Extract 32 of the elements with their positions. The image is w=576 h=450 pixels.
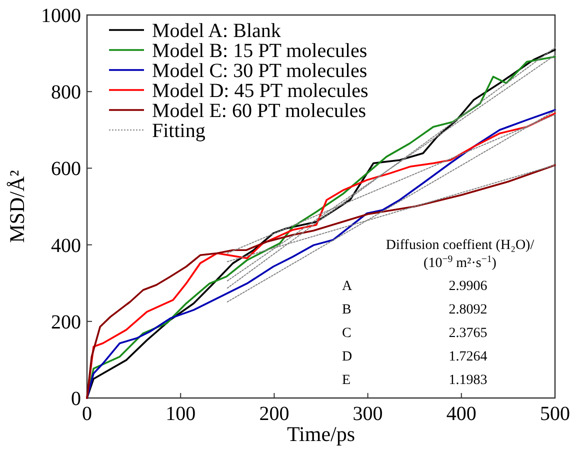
y-tick-label: 800 — [51, 82, 81, 104]
legend-label: Model A: Blank — [152, 20, 281, 42]
x-tick-label: 300 — [352, 403, 383, 425]
line-series — [86, 164, 556, 399]
legend-label: Model E: 60 PT molecules — [152, 100, 366, 122]
x-tick-label: 500 — [540, 403, 570, 425]
x-axis-title: Time/ps — [286, 422, 356, 446]
y-tick-label: 600 — [51, 158, 81, 180]
legend-label: Fitting — [152, 120, 206, 142]
legend-label: Model D: 45 PT molecules — [152, 80, 368, 102]
x-tick-label: 400 — [446, 403, 476, 425]
y-tick-label: 400 — [51, 234, 81, 257]
x-tick-label: 200 — [259, 403, 290, 425]
annotation: 2.9906 — [448, 279, 488, 294]
annotation: 1.7264 — [448, 350, 488, 364]
annotation: Diffusion coeffient (H₂O)/ — [386, 238, 534, 253]
annotation: (10$^{−9}$ m²·s$^{−1}$) — [424, 254, 497, 271]
annotation: D — [342, 350, 352, 364]
y-axis-title: MSD/Å² — [5, 170, 29, 243]
annotation: C — [342, 326, 352, 341]
y-tick-label: 0 — [71, 388, 81, 410]
annotation: A — [342, 279, 353, 294]
x-tick-label: 100 — [166, 403, 196, 425]
legend-label: Model C: 30 PT molecules — [152, 60, 368, 82]
annotation: 1.1983 — [448, 373, 488, 388]
annotation: E — [342, 373, 351, 388]
annotation: B — [342, 302, 352, 318]
annotation: 2.3765 — [448, 326, 488, 341]
annotation: 2.8092 — [448, 302, 488, 318]
y-tick-label: 200 — [51, 311, 81, 334]
y-tick-label: 1000 — [41, 5, 81, 27]
legend-label: Model B: 15 PT molecules — [152, 40, 368, 62]
